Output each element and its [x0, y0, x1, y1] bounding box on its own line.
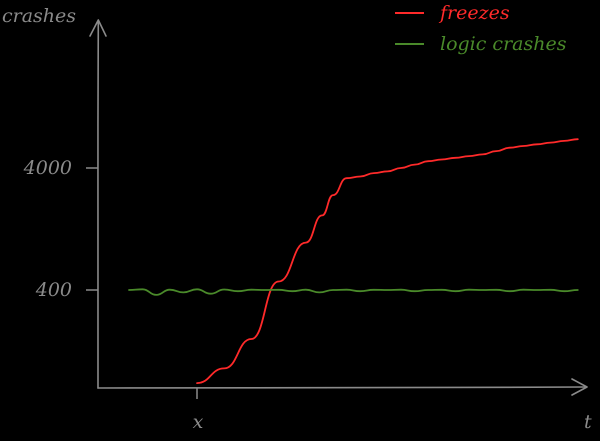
legend-label-logic-crashes: logic crashes — [440, 33, 567, 55]
y-tick-label-4000: 4000 — [23, 157, 72, 179]
series-line-logic-crashes — [128, 288, 579, 296]
y-tick-label-400: 400 — [35, 279, 72, 301]
x-axis-line — [97, 386, 587, 390]
legend-label-freezes: freezes — [438, 2, 510, 24]
x-axis-arrow — [571, 378, 588, 396]
x-axis-label: t — [584, 411, 592, 433]
series-line-freezes — [196, 138, 579, 384]
legend: freezes logic crashes — [395, 2, 567, 55]
x-tick-label-x: x — [193, 411, 204, 433]
y-axis-label: crashes — [2, 5, 76, 27]
y-axis-arrow — [89, 19, 107, 37]
